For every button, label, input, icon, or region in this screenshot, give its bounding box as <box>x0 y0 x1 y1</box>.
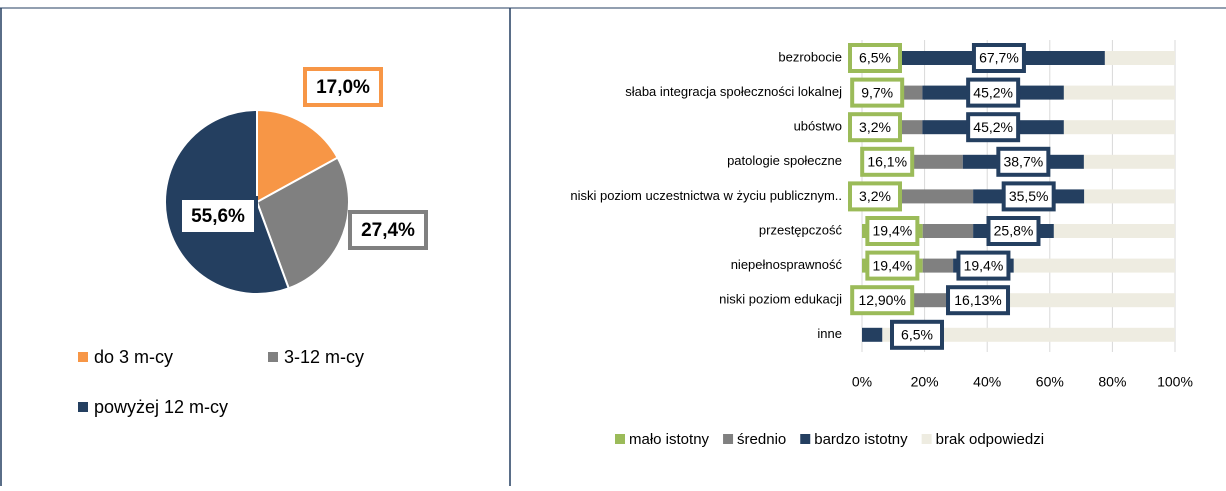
x-tick-label: 80% <box>1098 374 1126 390</box>
legend-swatch <box>78 402 88 412</box>
data-label: 3,2% <box>859 119 891 135</box>
label-box <box>850 77 905 108</box>
label-box <box>966 112 1021 143</box>
category-label: niski poziom uczestnictwa w życiu public… <box>570 188 842 203</box>
label-box <box>848 181 902 212</box>
data-label: 35,5% <box>1009 188 1049 204</box>
data-label: 45,2% <box>973 119 1013 135</box>
data-label: 45,2% <box>973 84 1013 100</box>
legend-label: mało istotny <box>629 431 710 448</box>
label-box <box>865 250 920 281</box>
pie-slice <box>255 156 350 290</box>
legend-swatch <box>921 434 932 444</box>
legend-label: brak odpowiedzi <box>936 431 1044 448</box>
label-box <box>865 216 920 246</box>
bar-segment <box>1013 258 1175 273</box>
label-box <box>848 112 902 143</box>
bar-segment <box>1003 293 1175 308</box>
data-label: 16,1% <box>867 154 907 170</box>
bar-segment <box>1104 51 1175 65</box>
data-label: 3,2% <box>859 188 891 204</box>
category-label: patologie społeczne <box>727 153 842 168</box>
bar-segment <box>902 293 953 308</box>
label-box <box>956 250 1011 281</box>
category-label: słaba integracja społeczności lokalnej <box>625 84 842 99</box>
x-tick-label: 20% <box>911 374 939 390</box>
label-box <box>348 210 428 250</box>
x-tick-label: 100% <box>1157 374 1193 390</box>
label-box <box>966 77 1021 108</box>
pie-slice <box>256 108 339 204</box>
bar-segment <box>922 258 954 273</box>
data-label: 19,4% <box>964 257 1004 273</box>
data-label: 25,8% <box>994 223 1034 239</box>
legend-label: średnio <box>737 431 786 448</box>
legend-swatch <box>615 434 625 444</box>
legend-label: powyżej 12 m-cy <box>94 397 228 417</box>
bar-segment <box>1084 189 1175 204</box>
data-label: 27,4% <box>361 220 415 241</box>
bar-segment <box>1053 224 1175 238</box>
bar-segment <box>882 327 1175 342</box>
x-tick-label: 0% <box>852 374 872 390</box>
bar-segment <box>1063 120 1175 135</box>
label-box <box>860 146 915 177</box>
category-label: niski poziom edukacji <box>719 292 842 307</box>
label-box <box>890 319 944 350</box>
data-label: 38,7% <box>1003 154 1043 170</box>
category-label: przestępczość <box>759 222 843 237</box>
bar-segment <box>862 327 883 342</box>
legend-swatch <box>78 352 88 362</box>
legend-swatch <box>268 352 278 362</box>
label-box <box>986 216 1041 246</box>
label-box <box>1001 181 1056 212</box>
data-label: 19,4% <box>873 223 913 239</box>
label-box <box>996 146 1051 177</box>
category-label: niepełnosprawność <box>731 257 843 272</box>
data-label: 17,0% <box>316 77 370 98</box>
data-label: 6,5% <box>901 327 933 343</box>
category-label: bezrobocie <box>778 49 842 64</box>
bar-segment <box>912 154 963 169</box>
bar-segment <box>1063 85 1175 100</box>
data-label: 12,90% <box>858 292 905 308</box>
legend-label: 3-12 m-cy <box>284 347 364 367</box>
legend-label: bardzo istotny <box>814 431 908 448</box>
data-label: 67,7% <box>979 50 1019 66</box>
legend-label: do 3 m-cy <box>94 347 173 367</box>
data-label: 9,7% <box>861 84 893 100</box>
category-label: inne <box>817 326 842 341</box>
category-label: ubóstwo <box>794 119 842 134</box>
bar-segment <box>922 224 974 238</box>
data-label: 55,6% <box>191 206 245 227</box>
x-tick-label: 60% <box>1036 374 1064 390</box>
data-label: 16,13% <box>954 292 1001 308</box>
data-label: 6,5% <box>859 50 891 66</box>
label-box <box>848 43 902 73</box>
label-box <box>850 285 915 316</box>
label-box <box>303 67 383 107</box>
bar-segment <box>1083 154 1175 169</box>
label-box <box>971 43 1026 73</box>
x-tick-label: 40% <box>973 374 1001 390</box>
legend-swatch <box>800 434 811 444</box>
label-box <box>178 196 258 236</box>
label-box <box>946 285 1011 316</box>
data-label: 19,4% <box>873 257 913 273</box>
legend-swatch <box>723 434 734 444</box>
